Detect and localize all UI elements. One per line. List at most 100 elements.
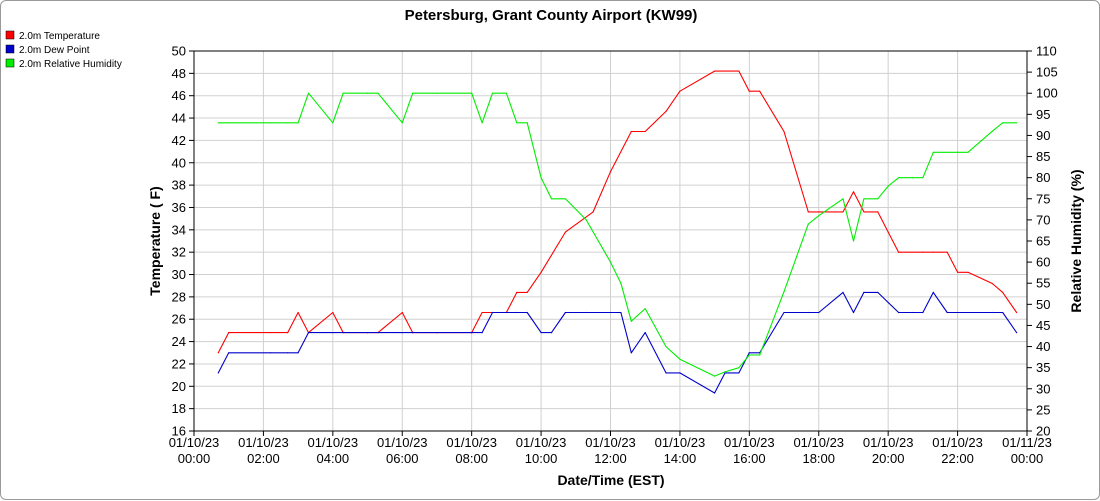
- data-point-2-0m-temperature: [540, 271, 542, 273]
- data-point-2-0m-dew-point: [991, 311, 993, 314]
- x-tick-label-date: 01/10/23: [377, 435, 428, 450]
- data-point-2-0m-temperature: [630, 130, 632, 133]
- data-point-2-0m-relative-humidity: [991, 130, 993, 132]
- data-point-2-0m-relative-humidity: [217, 122, 219, 124]
- data-point-2-0m-temperature: [807, 211, 809, 213]
- data-point-2-0m-dew-point: [957, 311, 959, 314]
- data-point-2-0m-dew-point: [505, 311, 507, 314]
- x-tick-label-date: 01/10/23: [655, 435, 706, 450]
- data-point-2-0m-dew-point: [287, 352, 289, 354]
- data-point-2-0m-temperature: [287, 332, 289, 334]
- data-point-2-0m-relative-humidity: [818, 215, 820, 217]
- x-tick-label-time: 22:00: [941, 451, 974, 466]
- y-tick-label: 22: [172, 356, 186, 371]
- data-point-2-0m-relative-humidity: [540, 177, 542, 179]
- data-point-2-0m-temperature: [877, 211, 879, 213]
- legend-swatch: [5, 44, 15, 54]
- data-point-2-0m-relative-humidity: [887, 185, 889, 187]
- data-point-2-0m-relative-humidity: [946, 151, 948, 153]
- data-point-2-0m-dew-point: [412, 332, 414, 334]
- x-tick-label-time: 16:00: [733, 451, 766, 466]
- data-point-2-0m-dew-point: [217, 372, 219, 374]
- data-point-2-0m-relative-humidity: [516, 122, 518, 124]
- y-tick-label: 34: [172, 222, 186, 237]
- data-point-2-0m-relative-humidity: [491, 92, 494, 94]
- data-point-2-0m-temperature: [946, 251, 948, 253]
- data-point-2-0m-dew-point: [332, 332, 334, 334]
- data-point-2-0m-temperature: [481, 311, 483, 314]
- y-tick-label: 24: [172, 334, 186, 349]
- data-point-2-0m-relative-humidity: [269, 122, 271, 124]
- y-tick-label: 46: [172, 88, 186, 103]
- data-point-2-0m-dew-point: [540, 332, 542, 334]
- y-tick-label: 44: [172, 111, 186, 126]
- data-point-2-0m-dew-point: [1016, 332, 1018, 334]
- y2-tick-label: 100: [1036, 86, 1058, 101]
- x-tick-label-date: 01/10/23: [169, 435, 220, 450]
- y2-tick-label: 85: [1036, 149, 1050, 164]
- data-point-2-0m-temperature: [863, 211, 865, 213]
- data-point-2-0m-relative-humidity: [366, 92, 369, 94]
- data-point-2-0m-temperature: [898, 251, 900, 253]
- y2-tick-label: 95: [1036, 107, 1050, 122]
- data-point-2-0m-dew-point: [585, 311, 587, 314]
- data-point-2-0m-dew-point: [898, 311, 900, 314]
- x-tick-label-date: 01/10/23: [793, 435, 844, 450]
- y-axis-label: Temperature ( F): [147, 186, 163, 295]
- data-point-2-0m-temperature: [922, 251, 924, 253]
- data-point-2-0m-dew-point: [842, 291, 844, 293]
- y-tick-label: 20: [172, 379, 186, 394]
- data-point-2-0m-dew-point: [748, 352, 750, 354]
- x-tick-label-date: 01/10/23: [585, 435, 636, 450]
- data-point-2-0m-dew-point: [967, 311, 969, 314]
- grid: [193, 50, 1028, 432]
- data-point-2-0m-temperature: [665, 110, 667, 112]
- data-point-2-0m-dew-point: [620, 311, 622, 314]
- data-point-2-0m-dew-point: [863, 291, 865, 293]
- data-point-2-0m-temperature: [269, 332, 271, 334]
- y2-tick-label: 75: [1036, 191, 1050, 206]
- data-point-2-0m-temperature: [592, 211, 594, 213]
- data-point-2-0m-dew-point: [366, 332, 369, 334]
- x-tick-label-time: 00:00: [1011, 451, 1044, 466]
- y-axis-left: 16 18 20 22 24 26 28 30 32 34 36 38 40 42 44 46 48 50: [172, 44, 194, 439]
- data-point-2-0m-relative-humidity: [228, 122, 230, 124]
- data-point-2-0m-relative-humidity: [967, 151, 969, 153]
- data-point-2-0m-relative-humidity: [898, 177, 900, 179]
- data-point-2-0m-relative-humidity: [1002, 122, 1004, 124]
- data-point-2-0m-dew-point: [342, 332, 344, 334]
- y2-tick-label: 25: [1036, 402, 1050, 417]
- data-point-2-0m-relative-humidity: [738, 367, 740, 369]
- data-point-2-0m-relative-humidity: [679, 358, 681, 360]
- data-point-2-0m-relative-humidity: [412, 92, 414, 94]
- data-point-2-0m-relative-humidity: [748, 354, 750, 356]
- y2-tick-label: 40: [1036, 339, 1050, 354]
- data-point-2-0m-relative-humidity: [377, 92, 379, 94]
- data-point-2-0m-temperature: [679, 90, 681, 92]
- x-tick-label-time: 10:00: [525, 451, 558, 466]
- data-point-2-0m-dew-point: [436, 332, 438, 334]
- data-point-2-0m-dew-point: [269, 352, 271, 354]
- y2-tick-label: 80: [1036, 170, 1050, 185]
- y-tick-label: 50: [172, 44, 186, 59]
- chart-title: Petersburg, Grant County Airport (KW99): [405, 7, 698, 24]
- y2-tick-label: 65: [1036, 234, 1050, 249]
- data-point-2-0m-dew-point: [609, 311, 612, 314]
- y2-tick-label: 30: [1036, 381, 1050, 396]
- data-point-2-0m-dew-point: [564, 311, 567, 314]
- data-point-2-0m-dew-point: [665, 372, 667, 374]
- data-point-2-0m-temperature: [887, 231, 889, 233]
- data-point-2-0m-dew-point: [297, 352, 299, 354]
- x-tick-label-date: 01/10/23: [932, 435, 983, 450]
- y2-axis-label: Relative Humidity (%): [1068, 169, 1084, 312]
- x-tick-label-time: 18:00: [802, 451, 835, 466]
- data-point-2-0m-relative-humidity: [783, 291, 785, 293]
- data-point-2-0m-relative-humidity: [644, 308, 646, 310]
- series-line-2-0m-dew-point: [217, 291, 1018, 394]
- y2-tick-label: 70: [1036, 212, 1050, 227]
- x-axis: 01/10/2300:0001/10/2302:0001/10/2304:000…: [169, 431, 1052, 466]
- data-point-2-0m-dew-point: [932, 291, 934, 293]
- y-tick-label: 28: [172, 289, 186, 304]
- x-tick-label-time: 20:00: [872, 451, 905, 466]
- y-tick-label: 36: [172, 200, 186, 215]
